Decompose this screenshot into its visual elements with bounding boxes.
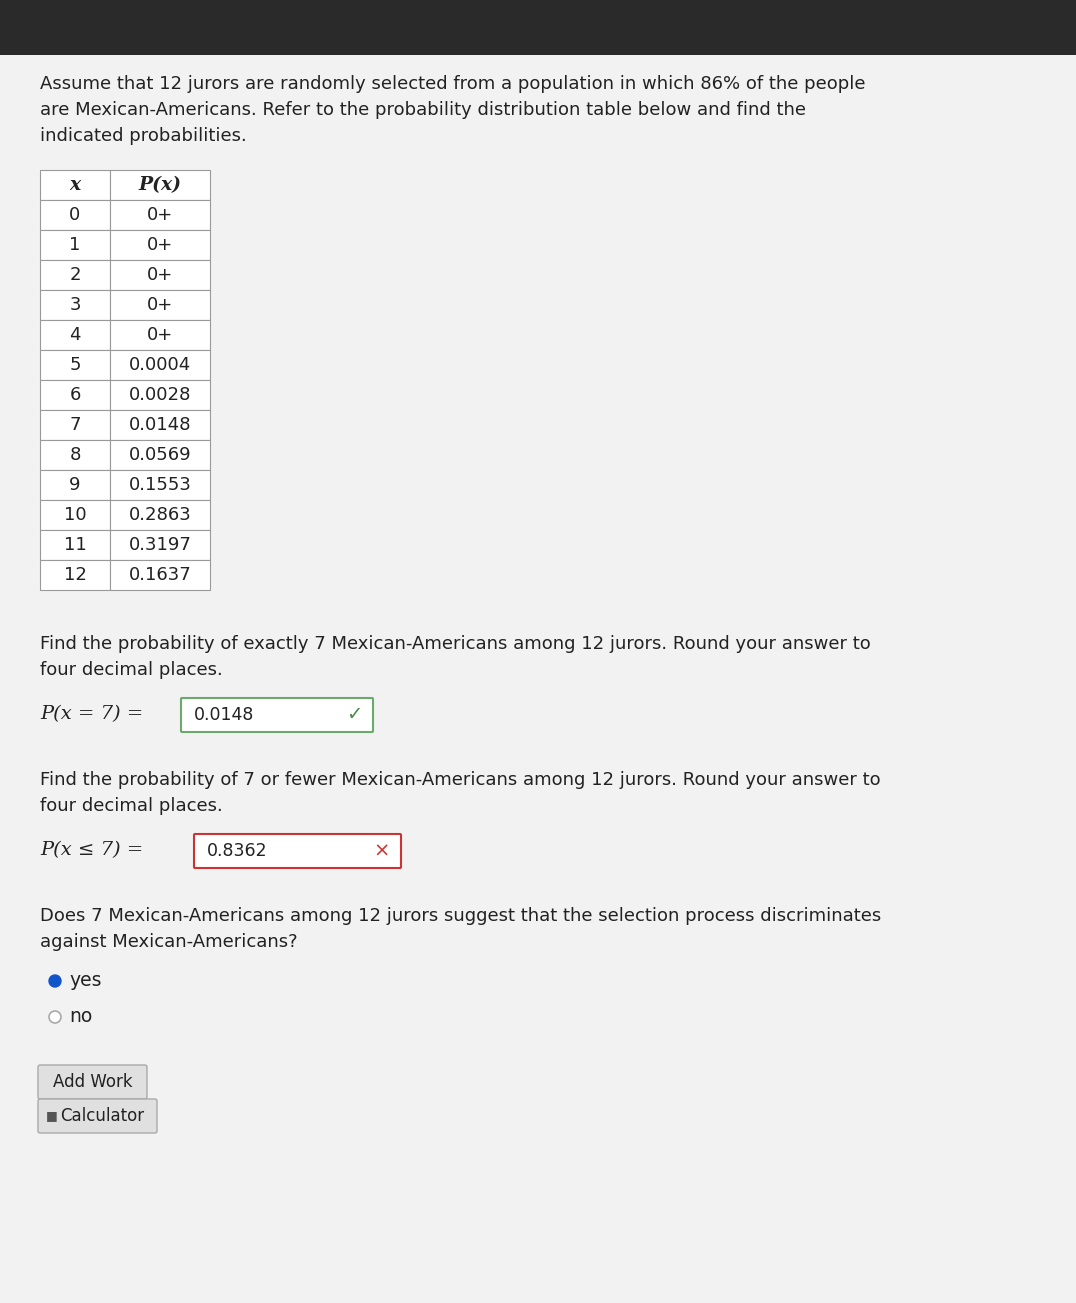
Text: x: x: [70, 176, 81, 194]
Text: 0.1553: 0.1553: [128, 476, 192, 494]
Text: 2: 2: [69, 266, 81, 284]
Text: no: no: [69, 1007, 93, 1027]
Text: 0+: 0+: [147, 206, 173, 224]
Bar: [110, 231, 210, 261]
Text: 1: 1: [69, 236, 81, 254]
Text: Does 7 Mexican-Americans among 12 jurors suggest that the selection process disc: Does 7 Mexican-Americans among 12 jurors…: [40, 907, 881, 925]
Text: 0.0148: 0.0148: [194, 706, 254, 724]
Bar: [40, 500, 110, 530]
Bar: [40, 380, 110, 410]
Bar: [110, 351, 210, 380]
Text: 0.1637: 0.1637: [129, 566, 192, 584]
Text: four decimal places.: four decimal places.: [40, 661, 223, 679]
Text: 0+: 0+: [147, 236, 173, 254]
Text: 0.3197: 0.3197: [128, 536, 192, 554]
Bar: [40, 440, 110, 470]
Text: 3: 3: [69, 296, 81, 314]
Text: 12: 12: [63, 566, 86, 584]
Bar: [40, 199, 110, 231]
Text: 9: 9: [69, 476, 81, 494]
Text: Assume that 12 jurors are randomly selected from a population in which 86% of th: Assume that 12 jurors are randomly selec…: [40, 76, 865, 93]
Text: Calculator: Calculator: [60, 1108, 144, 1124]
Bar: [110, 530, 210, 560]
Bar: [40, 231, 110, 261]
Text: 0+: 0+: [147, 296, 173, 314]
Bar: [110, 440, 210, 470]
Text: 5: 5: [69, 356, 81, 374]
Bar: [110, 199, 210, 231]
Text: ■: ■: [46, 1109, 58, 1122]
Text: P(x = 7) =: P(x = 7) =: [40, 705, 143, 723]
Bar: [40, 261, 110, 291]
Text: ×: ×: [373, 842, 391, 860]
Text: 0+: 0+: [147, 266, 173, 284]
Text: 8: 8: [69, 446, 81, 464]
Bar: [110, 560, 210, 590]
Bar: [40, 321, 110, 351]
Text: P(x ≤ 7) =: P(x ≤ 7) =: [40, 840, 143, 859]
Circle shape: [49, 975, 61, 986]
Text: P(x): P(x): [139, 176, 182, 194]
Text: Find the probability of 7 or fewer Mexican-Americans among 12 jurors. Round your: Find the probability of 7 or fewer Mexic…: [40, 771, 880, 790]
Bar: [110, 261, 210, 291]
Bar: [110, 321, 210, 351]
FancyBboxPatch shape: [181, 698, 373, 732]
Text: 0.0004: 0.0004: [129, 356, 192, 374]
Bar: [0, 0, 1076, 55]
Bar: [110, 380, 210, 410]
FancyBboxPatch shape: [194, 834, 401, 868]
Text: are Mexican-Americans. Refer to the probability distribution table below and fin: are Mexican-Americans. Refer to the prob…: [40, 102, 806, 119]
Text: 10: 10: [63, 506, 86, 524]
Text: 11: 11: [63, 536, 86, 554]
Bar: [110, 410, 210, 440]
Bar: [40, 351, 110, 380]
Text: indicated probabilities.: indicated probabilities.: [40, 126, 246, 145]
Bar: [40, 410, 110, 440]
Text: 0: 0: [69, 206, 81, 224]
Bar: [40, 530, 110, 560]
Bar: [110, 291, 210, 321]
Text: four decimal places.: four decimal places.: [40, 797, 223, 814]
Text: 0.0569: 0.0569: [129, 446, 192, 464]
Text: Find the probability of exactly 7 Mexican-Americans among 12 jurors. Round your : Find the probability of exactly 7 Mexica…: [40, 635, 870, 653]
Bar: [40, 470, 110, 500]
Text: 0.2863: 0.2863: [129, 506, 192, 524]
Text: yes: yes: [69, 972, 101, 990]
Text: 0.8362: 0.8362: [207, 842, 268, 860]
Bar: [40, 560, 110, 590]
Text: 0+: 0+: [147, 326, 173, 344]
Text: 6: 6: [69, 386, 81, 404]
Bar: [110, 169, 210, 199]
Bar: [40, 169, 110, 199]
Text: 0.0028: 0.0028: [129, 386, 192, 404]
FancyBboxPatch shape: [38, 1065, 147, 1098]
Text: ✓: ✓: [345, 705, 363, 724]
Circle shape: [49, 1011, 61, 1023]
Bar: [110, 470, 210, 500]
Text: Add Work: Add Work: [53, 1072, 132, 1091]
Text: 4: 4: [69, 326, 81, 344]
FancyBboxPatch shape: [38, 1098, 157, 1134]
Text: 0.0148: 0.0148: [129, 416, 192, 434]
Bar: [110, 500, 210, 530]
Text: against Mexican-Americans?: against Mexican-Americans?: [40, 933, 298, 951]
Bar: [40, 291, 110, 321]
Text: 7: 7: [69, 416, 81, 434]
